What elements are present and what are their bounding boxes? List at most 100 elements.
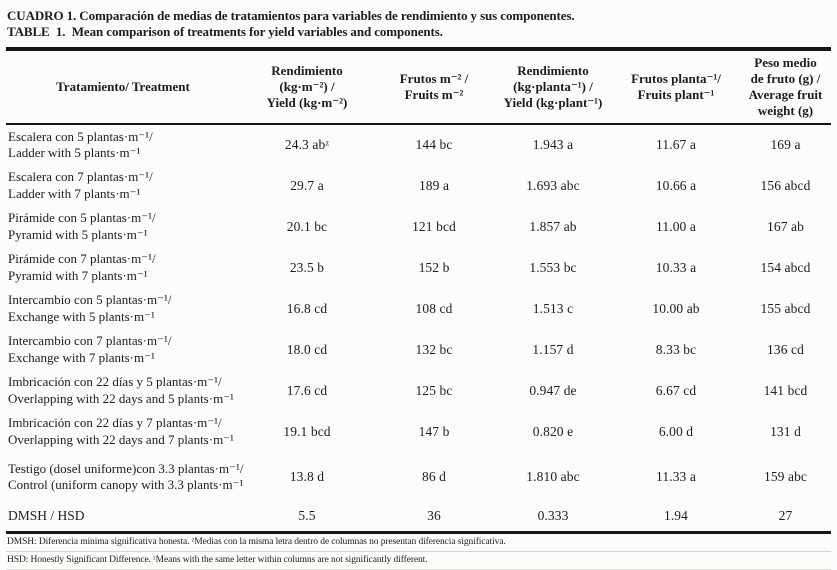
table-row: Testigo (dosel uniforme)con 3.3 plantas·…: [6, 452, 831, 502]
yield-per-m2-value: 24.3 abᶻ: [284, 137, 330, 152]
treatment-name-es: Imbricación con 22 días y 5 plantas·m⁻¹/: [8, 374, 222, 389]
table-row: Imbricación con 22 días y 5 plantas·m⁻¹/…: [6, 370, 831, 411]
hsd-row: DMSH / HSD 5.5 36 0.333 1.94 27: [6, 502, 831, 534]
column-header-fruits-per-m2: Frutos m⁻² / Fruits m⁻²: [374, 49, 494, 125]
treatment-cell: Testigo (dosel uniforme)con 3.3 plantas·…: [6, 452, 244, 502]
treatment-cell: Imbricación con 22 días y 5 plantas·m⁻¹/…: [6, 370, 240, 411]
treatment-name-en: Pyramid with 5 plants·m⁻¹: [8, 226, 148, 242]
yield-per-m2-value: 29.7 a: [290, 177, 324, 193]
footnote-spanish: DMSH: Diferencia mínima significativa ho…: [6, 534, 831, 552]
yield-per-m2-value: 20.1 bc: [286, 218, 328, 234]
treatment-name-en: Overlapping with 22 days and 7 plants·m⁻…: [8, 431, 234, 447]
fruit-weight-value: 136 cd: [767, 341, 804, 357]
column-header-fruit-weight: Peso medio de fruto (g) / Average fruit …: [740, 49, 831, 125]
fruit-weight-value: 156 abcd: [760, 177, 811, 193]
column-header-yield-per-m2: Rendimiento (kg·m⁻²) / Yield (kg·m⁻²): [240, 49, 374, 125]
hsd-yield-per-plant-value: 0.333: [494, 502, 612, 534]
treatment-name-en: Exchange with 7 plants·m⁻¹: [8, 349, 155, 365]
yield-per-m2-value: 19.1 bcd: [283, 423, 331, 439]
hsd-label: DMSH / HSD: [6, 502, 240, 534]
yield-per-plant-value: 1.810 abc: [526, 469, 580, 484]
yield-per-m2-value: 13.8 d: [289, 469, 325, 484]
yield-per-m2-value: 23.5 b: [289, 259, 325, 275]
fruit-weight-value: 167 ab: [767, 218, 804, 234]
treatment-name-es: Imbricación con 22 días y 7 plantas·m⁻¹/: [8, 415, 222, 430]
fruit-weight-value: 131 d: [770, 423, 801, 439]
table-row: Pirámide con 7 plantas·m⁻¹/ Pyramid with…: [6, 247, 831, 288]
table-row: Intercambio con 7 plantas·m⁻¹/ Exchange …: [6, 329, 831, 370]
treatment-cell: Pirámide con 7 plantas·m⁻¹/ Pyramid with…: [6, 247, 240, 288]
treatment-name-es: Pirámide con 7 plantas·m⁻¹/: [8, 251, 156, 266]
treatment-name-es: Escalera con 7 plantas·m⁻¹/: [8, 169, 153, 184]
fruits-per-plant-value: 11.00 a: [656, 218, 696, 234]
fruits-per-plant-value: 6.67 cd: [655, 382, 697, 398]
treatment-name-en: Ladder with 7 plants·m⁻¹: [8, 185, 141, 201]
fruits-per-m2-value: 132 bc: [415, 341, 453, 357]
treatment-name-en: Ladder with 5 plants·m⁻¹: [8, 145, 141, 160]
fruits-per-plant-value: 10.33 a: [655, 259, 697, 275]
table-row: Escalera con 5 plantas·m⁻¹/ Ladder with …: [6, 124, 831, 165]
treatment-name-en: Exchange with 5 plants·m⁻¹: [8, 308, 155, 324]
table-row: Pirámide con 5 plantas·m⁻¹/ Pyramid with…: [6, 206, 831, 247]
table-title-english: TABLE 1. Mean comparison of treatments f…: [7, 24, 443, 39]
fruits-per-m2-value: 86 d: [421, 469, 447, 484]
yield-per-m2-value: 18.0 cd: [286, 341, 328, 357]
table-title-spanish: CUADRO 1. Comparación de medias de trata…: [7, 8, 575, 23]
hsd-fruit-weight-value: 27: [740, 502, 831, 534]
footnote-english: HSD: Honestly Significant Difference. ᶻM…: [6, 552, 831, 570]
fruits-per-m2-value: 189 a: [418, 177, 450, 193]
fruits-per-plant-value: 11.67 a: [656, 137, 696, 152]
treatment-name-es: Pirámide con 5 plantas·m⁻¹/: [8, 210, 156, 225]
hsd-fruits-per-m2-value: 36: [374, 502, 494, 534]
treatment-cell: Escalera con 5 plantas·m⁻¹/ Ladder with …: [6, 124, 240, 165]
treatment-name-es: Intercambio con 7 plantas·m⁻¹/: [8, 333, 172, 348]
yield-per-plant-value: 1.693 abc: [526, 177, 580, 193]
fruits-per-plant-value: 11.33 a: [656, 469, 696, 484]
fruits-per-plant-value: 10.00 ab: [652, 300, 700, 316]
treatment-name-en: Control (uniform canopy with 3.3 plants·…: [8, 477, 244, 492]
column-header-yield-per-plant: Rendimiento (kg·planta⁻¹) / Yield (kg·pl…: [494, 49, 612, 125]
yield-per-m2-value: 17.6 cd: [286, 382, 328, 398]
table-row: Intercambio con 5 plantas·m⁻¹/ Exchange …: [6, 288, 831, 329]
table-footnotes: DMSH: Diferencia mínima significativa ho…: [6, 534, 831, 570]
treatment-name-es: Escalera con 5 plantas·m⁻¹/: [8, 128, 153, 144]
header-row: Tratamiento/ Treatment Rendimiento (kg·m…: [6, 49, 831, 125]
table-caption: CUADRO 1. Comparación de medias de trata…: [6, 6, 831, 47]
fruit-weight-value: 154 abcd: [760, 259, 811, 275]
treatment-cell: Escalera con 7 plantas·m⁻¹/ Ladder with …: [6, 165, 240, 206]
yield-per-plant-value: 1.857 ab: [529, 218, 577, 234]
fruits-per-m2-value: 121 bcd: [412, 218, 456, 234]
treatment-name-en: Pyramid with 7 plants·m⁻¹: [8, 267, 148, 283]
column-header-fruits-per-plant: Frutos planta⁻¹/ Fruits plant⁻¹: [612, 49, 740, 125]
fruits-per-plant-value: 8.33 bc: [655, 341, 697, 357]
yield-per-m2-value: 16.8 cd: [286, 300, 328, 316]
treatment-name-en: Overlapping with 22 days and 5 plants·m⁻…: [8, 390, 234, 406]
fruits-per-m2-value: 125 bc: [415, 382, 453, 398]
fruits-per-m2-value: 144 bc: [415, 137, 453, 152]
treatment-cell: Imbricación con 22 días y 7 plantas·m⁻¹/…: [6, 411, 240, 452]
hsd-yield-per-m2-value: 5.5: [240, 502, 374, 534]
yield-per-plant-value: 0.947 de: [529, 382, 577, 398]
yield-per-plant-value: 1.513 c: [532, 300, 574, 316]
fruits-per-plant-value: 10.66 a: [655, 177, 697, 193]
yield-per-plant-value: 1.943 a: [532, 137, 574, 152]
fruits-per-plant-value: 6.00 d: [658, 423, 694, 439]
mean-comparison-table: Tratamiento/ Treatment Rendimiento (kg·m…: [6, 47, 831, 534]
fruits-per-m2-value: 147 b: [418, 423, 450, 439]
yield-per-plant-value: 1.157 d: [532, 341, 574, 357]
treatment-name-es: Testigo (dosel uniforme)con 3.3 plantas·…: [8, 460, 244, 476]
fruit-weight-value: 155 abcd: [760, 300, 811, 316]
fruit-weight-value: 159 abc: [763, 469, 808, 484]
treatment-cell: Pirámide con 5 plantas·m⁻¹/ Pyramid with…: [6, 206, 240, 247]
fruit-weight-value: 169 a: [770, 137, 801, 152]
hsd-fruits-per-plant-value: 1.94: [612, 502, 740, 534]
treatment-cell: Intercambio con 7 plantas·m⁻¹/ Exchange …: [6, 329, 240, 370]
yield-per-plant-value: 1.553 bc: [529, 259, 577, 275]
treatment-name-es: Intercambio con 5 plantas·m⁻¹/: [8, 292, 172, 307]
column-header-treatment: Tratamiento/ Treatment: [6, 49, 240, 125]
treatment-cell: Intercambio con 5 plantas·m⁻¹/ Exchange …: [6, 288, 240, 329]
fruits-per-m2-value: 108 cd: [415, 300, 453, 316]
table-row: Escalera con 7 plantas·m⁻¹/ Ladder with …: [6, 165, 831, 206]
fruit-weight-value: 141 bcd: [763, 382, 808, 398]
